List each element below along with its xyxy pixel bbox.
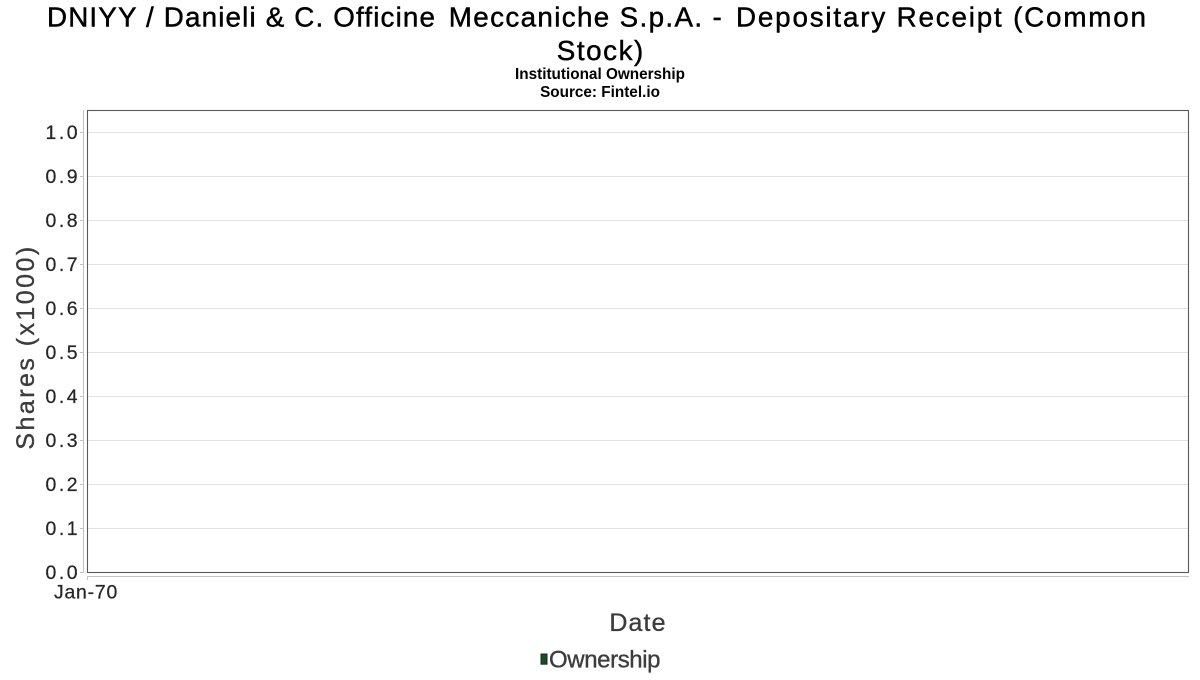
svg-text:Source: Fintel.io: Source: Fintel.io [540, 84, 660, 101]
svg-text:0.4: 0.4 [46, 386, 80, 408]
svg-text:0.3: 0.3 [46, 430, 80, 452]
svg-text:0.5: 0.5 [46, 342, 80, 364]
svg-text:0.0: 0.0 [46, 562, 80, 584]
svg-text:Ownership: Ownership [549, 647, 660, 674]
svg-text:Jan-70: Jan-70 [54, 582, 118, 604]
svg-text:0.1: 0.1 [46, 518, 80, 540]
svg-text:0.9: 0.9 [46, 166, 80, 188]
svg-text:0.8: 0.8 [46, 210, 80, 232]
svg-text:1.0: 1.0 [46, 122, 80, 144]
svg-text:Meccaniche S.p.A. -: Meccaniche S.p.A. - [449, 2, 722, 33]
svg-text:0.2: 0.2 [46, 474, 80, 496]
svg-text:Depositary Receipt (Common: Depositary Receipt (Common [736, 2, 1146, 33]
svg-text:0.6: 0.6 [46, 298, 80, 320]
svg-text:Institutional Ownership: Institutional Ownership [515, 66, 685, 83]
svg-text:Stock): Stock) [557, 35, 645, 66]
svg-text:0.7: 0.7 [46, 254, 80, 276]
svg-text:DNIYY / Danieli & C. Officine: DNIYY / Danieli & C. Officine [47, 2, 435, 33]
svg-text:Date: Date [609, 609, 666, 637]
svg-text:Shares (x1000): Shares (x1000) [12, 244, 40, 449]
